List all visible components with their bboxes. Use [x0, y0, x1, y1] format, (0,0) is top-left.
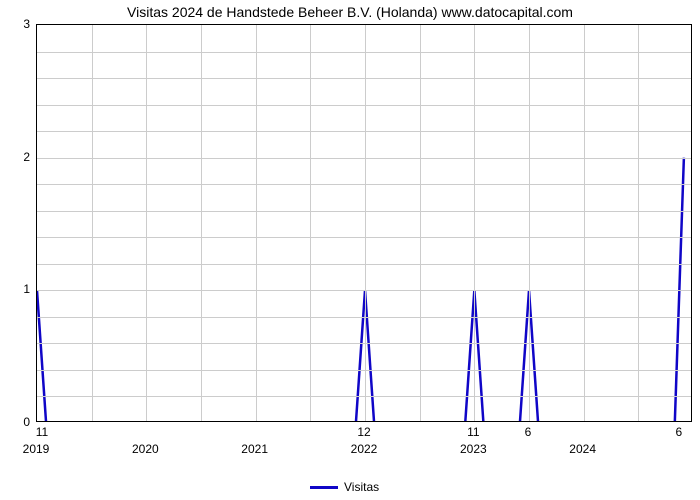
gridline-v — [420, 25, 421, 421]
spike-value-label: 11 — [36, 425, 48, 439]
gridline-v — [529, 25, 530, 421]
gridline-h-minor — [37, 396, 691, 397]
y-tick-label: 2 — [14, 150, 30, 164]
gridline-h-minor — [37, 343, 691, 344]
legend-swatch — [310, 486, 338, 489]
gridline-v — [201, 25, 202, 421]
gridline-h-minor — [37, 211, 691, 212]
x-tick-label: 2022 — [351, 442, 378, 456]
gridline-v — [92, 25, 93, 421]
spike-value-label: 11 — [467, 425, 479, 439]
gridline-v — [256, 25, 257, 421]
gridline-h-minor — [37, 264, 691, 265]
gridline-v — [146, 25, 147, 421]
gridline-h — [37, 158, 691, 159]
gridline-h-minor — [37, 184, 691, 185]
legend: Visitas — [310, 480, 379, 494]
x-tick-label: 2021 — [241, 442, 268, 456]
gridline-h-minor — [37, 317, 691, 318]
spike-value-label: 12 — [357, 425, 370, 439]
gridline-h-minor — [37, 78, 691, 79]
spike-value-label: 6 — [525, 425, 532, 439]
gridline-v — [365, 25, 366, 421]
gridline-h-minor — [37, 370, 691, 371]
gridline-v — [638, 25, 639, 421]
x-tick-label: 2019 — [23, 442, 50, 456]
gridline-h-minor — [37, 237, 691, 238]
x-tick-label: 2020 — [132, 442, 159, 456]
y-tick-label: 3 — [14, 17, 30, 31]
legend-label: Visitas — [344, 480, 379, 494]
gridline-h — [37, 290, 691, 291]
gridline-v — [584, 25, 585, 421]
y-tick-label: 0 — [14, 415, 30, 429]
figure: Visitas 2024 de Handstede Beheer B.V. (H… — [0, 0, 700, 500]
gridline-h-minor — [37, 131, 691, 132]
chart-title: Visitas 2024 de Handstede Beheer B.V. (H… — [0, 4, 700, 20]
gridline-h-minor — [37, 105, 691, 106]
x-tick-label: 2024 — [569, 442, 596, 456]
gridline-v — [310, 25, 311, 421]
spike-value-label: 6 — [676, 425, 683, 439]
y-tick-label: 1 — [14, 282, 30, 296]
gridline-v — [474, 25, 475, 421]
plot-area — [36, 24, 692, 422]
x-tick-label: 2023 — [460, 442, 487, 456]
gridline-h-minor — [37, 52, 691, 53]
